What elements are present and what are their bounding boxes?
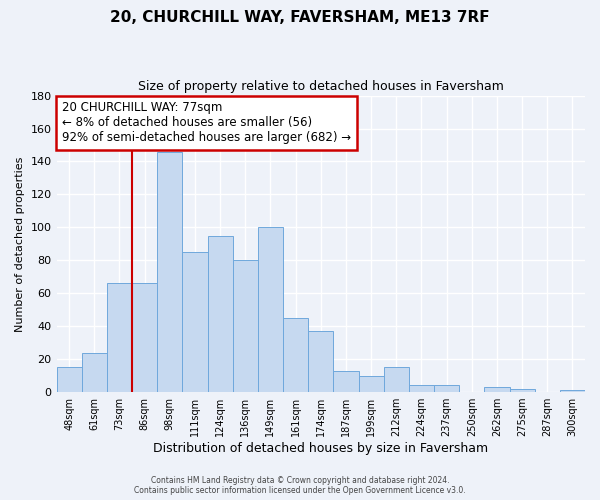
Bar xyxy=(509,389,535,392)
Text: Contains HM Land Registry data © Crown copyright and database right 2024.
Contai: Contains HM Land Registry data © Crown c… xyxy=(134,476,466,495)
Bar xyxy=(157,152,182,392)
Text: 20 CHURCHILL WAY: 77sqm
← 8% of detached houses are smaller (56)
92% of semi-det: 20 CHURCHILL WAY: 77sqm ← 8% of detached… xyxy=(62,102,351,144)
Y-axis label: Number of detached properties: Number of detached properties xyxy=(15,156,25,332)
Bar xyxy=(283,318,308,392)
Bar xyxy=(334,370,359,392)
Bar xyxy=(308,331,334,392)
Bar xyxy=(258,228,283,392)
Bar xyxy=(383,368,409,392)
Bar xyxy=(409,386,434,392)
Bar xyxy=(182,252,208,392)
Bar xyxy=(107,284,132,392)
Bar xyxy=(359,376,383,392)
Bar xyxy=(233,260,258,392)
Bar xyxy=(208,236,233,392)
X-axis label: Distribution of detached houses by size in Faversham: Distribution of detached houses by size … xyxy=(153,442,488,455)
Bar xyxy=(132,284,157,392)
Bar xyxy=(56,368,82,392)
Bar xyxy=(560,390,585,392)
Title: Size of property relative to detached houses in Faversham: Size of property relative to detached ho… xyxy=(138,80,504,93)
Bar xyxy=(82,352,107,392)
Bar xyxy=(434,386,459,392)
Text: 20, CHURCHILL WAY, FAVERSHAM, ME13 7RF: 20, CHURCHILL WAY, FAVERSHAM, ME13 7RF xyxy=(110,10,490,25)
Bar xyxy=(484,387,509,392)
